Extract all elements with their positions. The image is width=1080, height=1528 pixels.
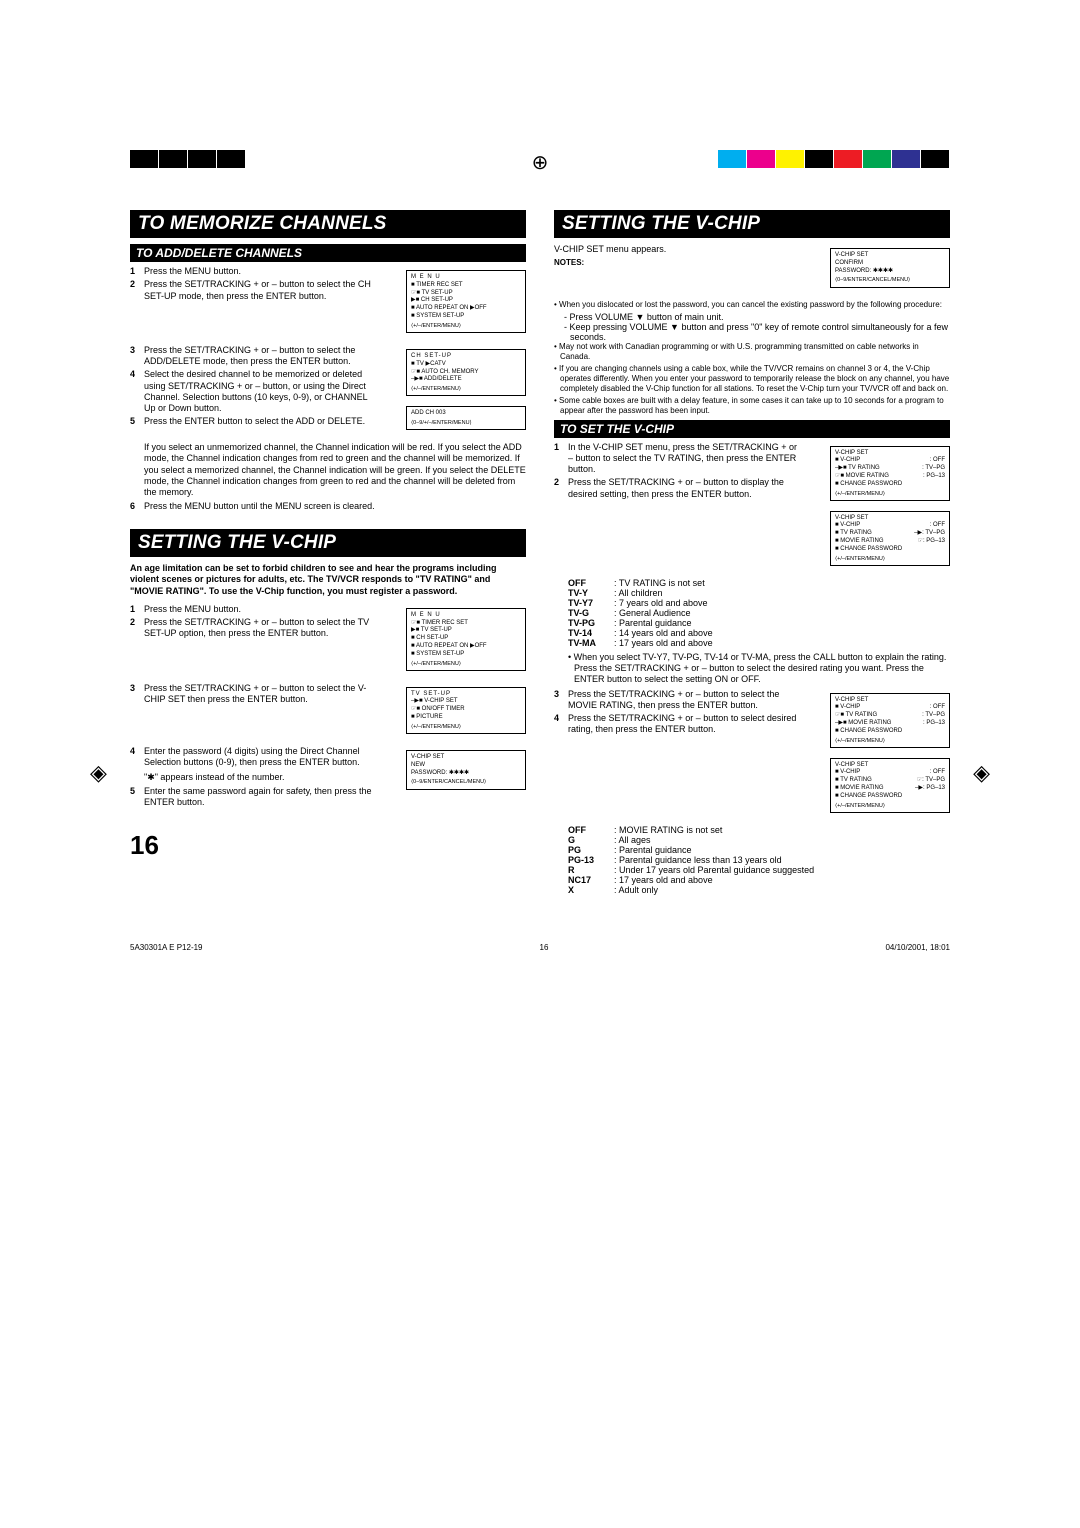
step-text: In the V-CHIP SET menu, press the SET/TR… [568,442,799,476]
osd-vcset1: V-CHIP SET ■ V-CHIP: OFF –▶■ TV RATING: … [830,446,950,501]
side-reg-right-icon: ◈ [973,760,990,786]
osd-add: ADD CH 003 ⟨0–9/+/–/ENTER/MENU⟩ [406,406,526,430]
reg-center-icon: ⊕ [532,150,549,175]
step-text: Press the MENU button. [144,604,375,615]
osd-vcset2: V-CHIP SET ■ V-CHIP: OFF ■ TV RATING–▶: … [830,511,950,566]
heading-vchip: SETTING THE V-CHIP [130,529,526,557]
para: V-CHIP SET menu appears. [554,244,799,254]
step-text: Press the SET/TRACKING + or – button to … [144,279,375,302]
heading-add-delete: TO ADD/DELETE CHANNELS [130,244,526,262]
heading-vchip-r: SETTING THE V-CHIP [554,210,950,238]
step-text: Press the SET/TRACKING + or – button to … [568,713,799,736]
osd-vchip-confirm: V-CHIP SET CONFIRM PASSWORD: ✱✱✱✱ ⟨0–9/E… [830,248,950,288]
right-column: SETTING THE V-CHIP V-CHIP SET CONFIRM PA… [554,210,950,899]
heading-memorize: TO MEMORIZE CHANNELS [130,210,526,238]
side-reg-left-icon: ◈ [90,760,107,786]
notes-list: When you dislocated or lost the password… [554,300,950,416]
registration-marks: ⊕ [0,150,1080,180]
footer-right: 04/10/2001, 18:01 [885,943,950,952]
para: • When you select TV-Y7, TV-PG, TV-14 or… [568,652,950,686]
notes-heading: NOTES: [554,258,799,267]
left-column: TO MEMORIZE CHANNELS TO ADD/DELETE CHANN… [130,210,526,899]
osd-menu2: M E N U ☞■ TIMER REC SET ▶■ TV SET-UP ■ … [406,608,526,671]
osd-vcset4: V-CHIP SET ■ V-CHIP: OFF ■ TV RATING☞: T… [830,758,950,813]
tv-ratings: OFF: TV RATING is not setTV-Y: All child… [568,578,950,648]
step-text: Press the MENU button. [144,266,375,277]
step-text: Press the SET/TRACKING + or – button to … [568,689,799,712]
footer-left: 5A30301A E P12-19 [130,943,203,952]
reg-right [718,150,950,168]
step-text: Press the SET/TRACKING + or – button to … [568,477,799,500]
para: "✱" appears instead of the number. [144,772,375,783]
footer-center: 16 [540,943,549,952]
para: If you select an unmemorized channel, th… [144,442,526,498]
step-text: Press the SET/TRACKING + or – button to … [144,683,375,706]
step-text: Press the SET/TRACKING + or – button to … [144,345,375,368]
osd-vcset3: V-CHIP SET ■ V-CHIP: OFF ☞■ TV RATING: T… [830,693,950,748]
reg-left [130,150,246,168]
step-text: Press the SET/TRACKING + or – button to … [144,617,375,640]
osd-chsetup: CH SET-UP ■ TV ▶CATV ☞■ AUTO CH. MEMORY … [406,349,526,396]
osd-vchip-new: V-CHIP SET NEW PASSWORD: ✱✱✱✱ ⟨0–9/ENTER… [406,750,526,790]
footer: 5A30301A E P12-19 16 04/10/2001, 18:01 [130,939,950,952]
osd-menu: M E N U ■ TIMER REC SET ☞■ TV SET-UP ▶■ … [406,270,526,333]
heading-set-vchip: TO SET THE V-CHIP [554,420,950,438]
step-text: Press the ENTER button to select the ADD… [144,416,375,427]
step-text: Enter the password (4 digits) using the … [144,746,375,769]
step-text: Enter the same password again for safety… [144,786,375,809]
osd-tvsetup: TV SET-UP –▶■ V-CHIP SET ☞■ ON/OFF TIMER… [406,687,526,734]
page-number: 16 [130,830,526,861]
movie-ratings: OFF: MOVIE RATING is not setG: All agesP… [568,825,950,895]
step-text: Press the MENU button until the MENU scr… [144,501,526,512]
vchip-intro: An age limitation can be set to forbid c… [130,563,526,598]
step-text: Select the desired channel to be memoriz… [144,369,375,414]
